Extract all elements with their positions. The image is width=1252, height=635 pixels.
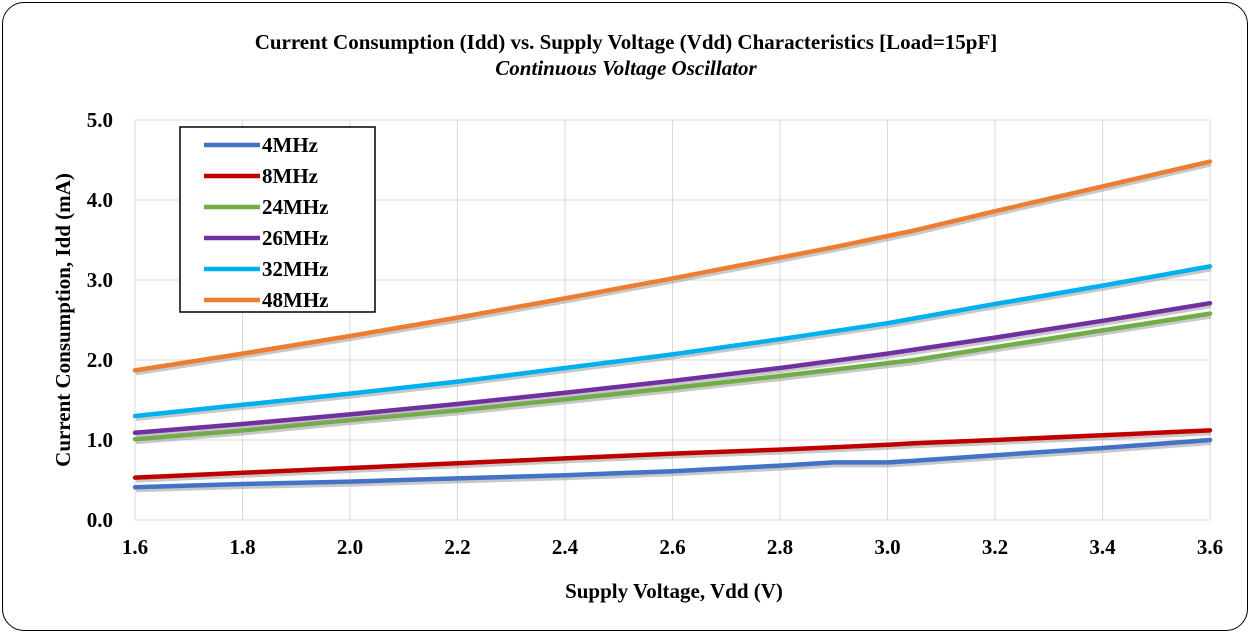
series-line-4mhz — [132, 437, 1213, 490]
y-tick-label: 4.0 — [87, 188, 113, 212]
legend-label: 4MHz — [262, 133, 318, 157]
y-axis-label: Current Consumption, Idd (mA) — [51, 173, 75, 467]
legend-label: 48MHz — [262, 288, 328, 312]
x-tick-label: 3.4 — [1089, 535, 1116, 559]
legend-label: 32MHz — [262, 257, 328, 281]
x-tick-label: 2.4 — [552, 535, 579, 559]
x-tick-label: 1.8 — [229, 535, 255, 559]
x-tick-label: 2.2 — [444, 535, 470, 559]
series-line-32mhz — [132, 264, 1213, 419]
x-tick-label: 2.0 — [337, 535, 363, 559]
series-shadow — [135, 441, 1212, 493]
x-tick-label: 1.6 — [122, 535, 148, 559]
x-axis-label: Supply Voltage, Vdd (V) — [565, 579, 783, 603]
series-shadow — [135, 314, 1212, 445]
series-line-48mhz — [132, 159, 1213, 373]
chart-subtitle: Continuous Voltage Oscillator — [495, 56, 757, 80]
series-line-26mhz — [132, 300, 1213, 436]
series-lines — [132, 159, 1213, 493]
series-line-8mhz — [132, 428, 1213, 480]
x-tick-label: 3.2 — [982, 535, 1008, 559]
x-tick-labels: 1.6 1.8 2.0 2.2 2.4 2.6 2.8 3.0 3.2 3.4 3.6 — [122, 535, 1223, 559]
series-shadow — [135, 162, 1212, 376]
series-shadow — [135, 431, 1212, 483]
legend: 4MHz 8MHz 24MHz 26MHz 32MHz 48MHz — [179, 126, 376, 313]
x-tick-label: 2.6 — [659, 535, 685, 559]
chart-title: Current Consumption (Idd) vs. Supply Vol… — [254, 30, 998, 54]
y-tick-label: 0.0 — [87, 508, 113, 532]
y-tick-label: 3.0 — [87, 268, 113, 292]
y-tick-labels: 0.0 1.0 2.0 3.0 4.0 5.0 — [87, 108, 113, 532]
x-tick-label: 3.0 — [874, 535, 900, 559]
x-tick-label: 2.8 — [767, 535, 793, 559]
series-shadow — [135, 304, 1212, 438]
legend-label: 8MHz — [262, 164, 318, 188]
y-tick-label: 1.0 — [87, 428, 113, 452]
legend-label: 26MHz — [262, 226, 328, 250]
series-line-24mhz — [132, 311, 1213, 442]
legend-box — [179, 126, 376, 313]
y-tick-label: 5.0 — [87, 108, 113, 132]
legend-label: 24MHz — [262, 195, 328, 219]
y-tick-label: 2.0 — [87, 348, 113, 372]
series-shadow — [135, 267, 1212, 421]
x-tick-label: 3.6 — [1197, 535, 1223, 559]
